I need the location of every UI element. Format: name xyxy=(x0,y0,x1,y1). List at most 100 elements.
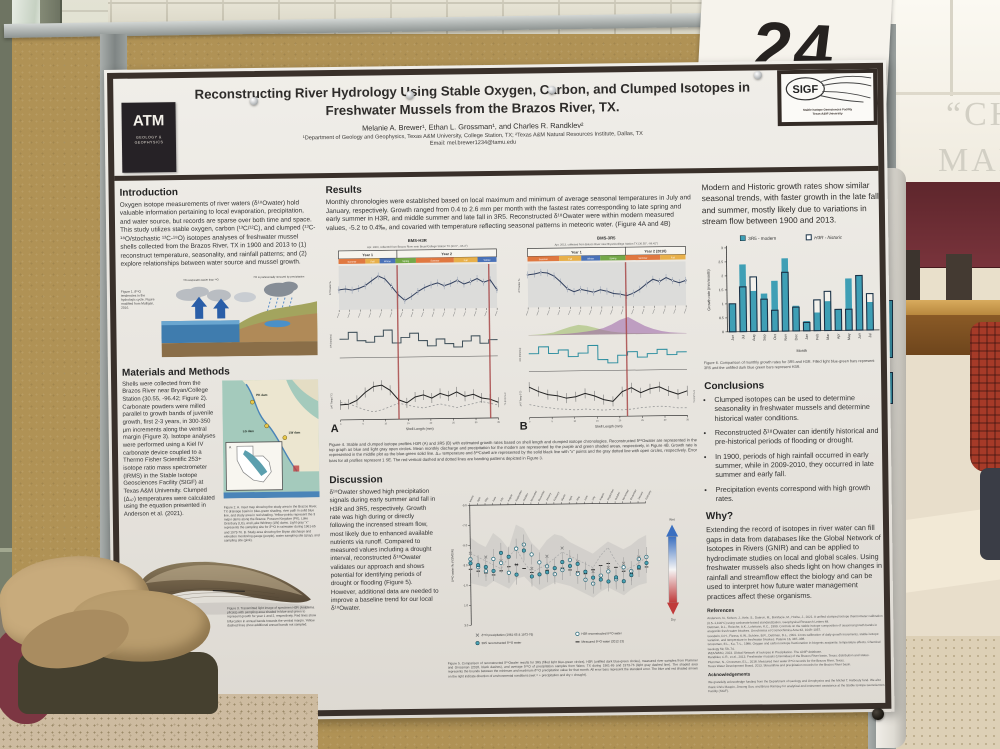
building-wall-letters: “CH xyxy=(946,96,1000,133)
svg-text:Shell Length (mm): Shell Length (mm) xyxy=(595,424,623,428)
svg-text:Apr. 2013, collected from Braz: Apr. 2013, collected from Brazos River n… xyxy=(555,241,659,246)
hydrologic-cycle-diagram: ¹⁶O evaporates easier than ¹⁸O ¹⁸O is pr… xyxy=(161,274,318,357)
svg-text:Jul: Jul xyxy=(868,333,872,338)
svg-text:¹⁶O evaporates easier than ¹⁸O: ¹⁶O evaporates easier than ¹⁸O xyxy=(183,277,219,281)
figure1-caption: Figure 1. δ¹⁸O tendencies in the hydrolo… xyxy=(120,289,155,311)
svg-text:Mar: Mar xyxy=(826,333,830,340)
svg-text:Fall: Fall xyxy=(371,260,375,263)
svg-text:δ¹⁸Owater ‰: δ¹⁸Owater ‰ xyxy=(328,280,332,295)
svg-text:H3R - historic: H3R - historic xyxy=(814,235,843,240)
references-heading: References xyxy=(707,608,735,615)
svg-text:10: 10 xyxy=(384,422,387,425)
svg-text:Δ47 Temp (°C): Δ47 Temp (°C) xyxy=(330,393,333,409)
svg-text:Feb: Feb xyxy=(815,334,819,340)
figure5-scatter: -9.0 -7.0 -5.0 -3.0 -1.0 1.0 3.0 δ¹⁸O water ‰ (… xyxy=(445,484,698,679)
poster-column-middle: Results Monthly chronologies were establ… xyxy=(326,180,700,679)
discussion-body: δ¹⁸Owater showed high precipitation sign… xyxy=(329,487,439,613)
svg-text:Spring: Spring xyxy=(609,257,617,260)
svg-text:Sep: Sep xyxy=(763,334,767,340)
svg-text:November: November xyxy=(530,490,538,502)
acknowledgements-body: We gratefully acknowledge funding from t… xyxy=(708,678,885,694)
svg-text:Oct: Oct xyxy=(773,334,777,340)
study-area-map: PK dam LG dam LW dam x A xyxy=(222,378,320,499)
svg-text:June: June xyxy=(584,495,589,502)
svg-text:Winter: Winter xyxy=(384,260,391,263)
svg-text:0: 0 xyxy=(529,420,531,423)
svg-text:25: 25 xyxy=(452,421,455,424)
reference-entry: Texas Water Development Board, 2013. Str… xyxy=(707,662,851,669)
figure2-map: PK dam LG dam LW dam x A Figure 2. A. In… xyxy=(222,378,320,543)
hallway-window-frame xyxy=(880,92,1000,95)
svg-text:GR (mm/mo): GR (mm/mo) xyxy=(329,334,332,348)
svg-text:Jan: Jan xyxy=(805,334,809,340)
svg-text:10: 10 xyxy=(573,420,576,423)
pushpin xyxy=(406,91,414,99)
svg-text:Summer: Summer xyxy=(347,260,356,263)
svg-text:-1.0: -1.0 xyxy=(463,583,468,587)
svg-text:15: 15 xyxy=(407,422,410,425)
tamu-monogram: ATM xyxy=(132,112,165,130)
building-wall-letters: MAN xyxy=(938,142,1000,179)
tamu-dept-line2: GEOPHYSICS xyxy=(134,139,164,145)
pushpin xyxy=(250,97,258,105)
svg-text:February: February xyxy=(645,490,653,501)
svg-text:Apr: Apr xyxy=(836,333,840,339)
svg-text:Jun: Jun xyxy=(731,335,735,341)
poster-title-block: Reconstructing River Hydrology Using Sta… xyxy=(185,78,760,149)
svg-text:April: April xyxy=(568,495,573,501)
svg-text:Nov: Nov xyxy=(784,334,788,341)
svg-text:March: March xyxy=(561,493,567,501)
svg-text:August: August xyxy=(507,494,513,503)
svg-text:H3R reconstructed δ¹⁸O water: H3R reconstructed δ¹⁸O water xyxy=(581,631,621,636)
svg-text:5: 5 xyxy=(363,422,365,425)
svg-text:Year 2 (2010): Year 2 (2010) xyxy=(644,249,667,253)
svg-text:May: May xyxy=(847,333,851,340)
svg-text:GR (mm/mo): GR (mm/mo) xyxy=(519,347,522,361)
svg-text:LG dam: LG dam xyxy=(243,429,255,433)
svg-text:1: 1 xyxy=(722,302,724,306)
svg-text:Dry: Dry xyxy=(671,618,676,622)
svg-text:Winter: Winter xyxy=(484,259,491,262)
conclusion-bullet: Clumped isotopes can be used to determin… xyxy=(714,393,882,423)
svg-text:January: January xyxy=(545,492,552,502)
references-list: Anderson, N., Kelson, J., Kele, S., Daër… xyxy=(707,614,886,668)
svg-text:-5.0: -5.0 xyxy=(462,543,467,547)
sigf-logo-graphic: SIGF xyxy=(785,75,872,103)
svg-text:September: September xyxy=(515,490,523,502)
svg-text:PK dam: PK dam xyxy=(256,393,268,397)
results-body: Monthly chronologies were established ba… xyxy=(325,194,691,233)
figure3-caption: Figure 3. Transmitted light image of spe… xyxy=(227,605,317,628)
svg-text:August: August xyxy=(599,492,605,501)
pushpin xyxy=(548,86,556,94)
svg-text:Shell Length (mm): Shell Length (mm) xyxy=(406,427,434,431)
svg-text:Apr. 1900, collected from Braz: Apr. 1900, collected from Brazos River n… xyxy=(367,244,468,249)
svg-text:A: A xyxy=(229,445,232,449)
svg-text:July: July xyxy=(591,495,596,501)
svg-text:-3.0: -3.0 xyxy=(463,563,468,567)
svg-text:February: February xyxy=(553,491,561,502)
figure5-caption: Figure 5. Comparison of reconstructed δ¹… xyxy=(447,658,698,679)
svg-text:Δ47 Temp (°C): Δ47 Temp (°C) xyxy=(519,390,522,406)
svg-text:25: 25 xyxy=(641,419,644,422)
research-poster: ATM GEOLOGY & GEOPHYSICS Reconstructing … xyxy=(104,59,895,722)
poster-column-left: Introduction Oxygen isotope measurements… xyxy=(120,185,322,648)
svg-text:October: October xyxy=(614,491,621,500)
svg-text:October: October xyxy=(522,493,529,502)
black-pushpin xyxy=(872,708,884,720)
methods-heading: Materials and Methods xyxy=(121,366,230,379)
svg-text:-9.0: -9.0 xyxy=(462,503,467,507)
svg-text:January: January xyxy=(637,491,644,501)
svg-text:δ¹⁸O precipitation (1961-65 &: δ¹⁸O precipitation (1961-65 & 1973-76) xyxy=(481,632,533,637)
why-body: Extending the record of isotopes in rive… xyxy=(706,523,883,602)
sigf-line2: Texas A&M University xyxy=(812,110,843,116)
poster-column-right: Modern and Historic growth rates show si… xyxy=(701,178,886,697)
hallway-doorway xyxy=(946,254,972,306)
svg-text:3R5 - modern: 3R5 - modern xyxy=(748,236,777,241)
svg-text:20: 20 xyxy=(430,422,433,425)
svg-text:35: 35 xyxy=(497,421,500,424)
svg-text:Wet: Wet xyxy=(669,518,675,522)
svg-text:Fall: Fall xyxy=(671,256,675,259)
svg-text:June: June xyxy=(492,496,497,503)
svg-text:15: 15 xyxy=(596,419,599,422)
